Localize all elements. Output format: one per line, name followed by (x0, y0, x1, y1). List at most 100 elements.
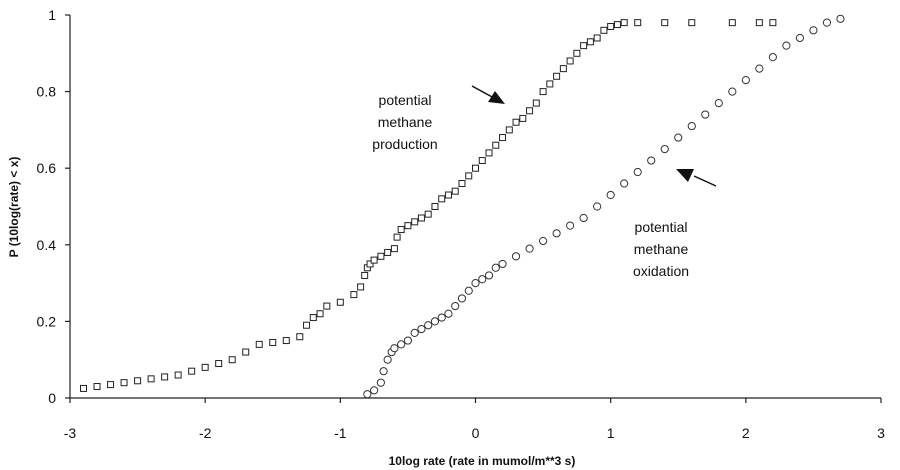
data-point-square (573, 49, 581, 57)
data-point-square (411, 218, 419, 226)
y-tick-label: 0.2 (37, 313, 57, 329)
x-tick-label: -2 (199, 425, 212, 441)
data-point-circle (593, 202, 602, 211)
data-point-circle (836, 14, 845, 23)
data-point-square (431, 203, 439, 210)
series-production (80, 19, 777, 392)
data-point-square (107, 381, 115, 389)
data-point-circle (714, 98, 723, 108)
data-point-square (336, 298, 344, 306)
data-point-square (539, 88, 547, 96)
data-point-circle (511, 252, 521, 261)
data-point-square (296, 333, 304, 341)
data-point-square (282, 337, 290, 345)
arrow-oxidation-icon (676, 169, 717, 187)
data-point-square (613, 21, 621, 29)
data-point-circle (464, 286, 473, 295)
data-point-square (323, 302, 331, 310)
x-tick-label: 0 (472, 425, 480, 441)
y-tick-label: 0.8 (37, 84, 57, 100)
data-point-circle (741, 76, 750, 85)
data-point-square (188, 367, 196, 375)
data-point-circle (383, 355, 392, 364)
data-point-circle (660, 144, 669, 154)
data-point-square (397, 225, 405, 233)
annotation-production-line-1: potential (379, 92, 432, 108)
series-oxidation (363, 14, 845, 399)
data-point-square (404, 222, 412, 230)
data-point-circle (491, 263, 500, 272)
data-point-circle (633, 167, 642, 177)
x-tick-label: -1 (334, 425, 347, 441)
data-point-square (134, 377, 142, 385)
y-tick-label: 1 (48, 7, 56, 23)
y-tick-label: 0.6 (37, 160, 57, 176)
data-point-square (661, 19, 669, 27)
data-point-square (755, 19, 763, 27)
data-point-circle (397, 340, 406, 349)
data-point-circle (674, 133, 683, 142)
data-point-square (201, 363, 209, 371)
data-point-square (492, 141, 500, 149)
data-point-square (607, 22, 615, 30)
annotation-production-line-3: production (372, 136, 437, 152)
data-point-square (120, 379, 128, 387)
data-point-circle (376, 378, 385, 387)
data-point-square (512, 118, 520, 126)
y-tick-label: 0.4 (37, 237, 57, 253)
data-point-circle (579, 213, 588, 223)
data-point-circle (809, 26, 818, 35)
x-tick-label: -3 (64, 425, 77, 441)
series-layer (80, 14, 845, 399)
x-ticks: -3 -2 -1 0 1 2 3 (64, 398, 885, 441)
data-point-circle (822, 18, 832, 27)
data-point-square (566, 57, 574, 65)
data-point-circle (444, 309, 453, 318)
data-point-circle (795, 33, 805, 43)
data-point-square (377, 252, 385, 260)
data-point-square (458, 180, 466, 188)
data-point-square (465, 172, 473, 180)
data-point-square (174, 371, 182, 379)
data-point-square (728, 19, 736, 27)
data-point-square (499, 134, 507, 142)
data-point-square (417, 214, 425, 222)
data-point-square (444, 191, 452, 199)
data-point-square (215, 360, 223, 368)
data-point-circle (451, 301, 460, 311)
data-point-square (350, 291, 358, 299)
data-point-square (519, 114, 527, 122)
data-point-circle (471, 279, 480, 288)
data-point-circle (410, 328, 419, 337)
data-point-circle (379, 367, 388, 376)
data-point-square (361, 271, 369, 279)
data-point-circle (457, 294, 467, 303)
data-point-square (357, 283, 365, 291)
annotation-oxidation: potential methane oxidation (633, 169, 717, 279)
data-point-circle (538, 236, 548, 246)
data-point-circle (552, 229, 561, 238)
data-point-square (553, 72, 561, 80)
data-point-square (769, 19, 777, 27)
data-point-circle (728, 87, 737, 96)
data-point-square (451, 187, 459, 195)
data-point-square (390, 245, 398, 253)
data-point-square (478, 157, 486, 165)
data-point-square (255, 340, 263, 348)
data-point-circle (430, 317, 440, 326)
data-point-square (393, 233, 401, 241)
data-point-circle (701, 110, 710, 119)
data-point-square (634, 19, 642, 27)
data-point-square (593, 34, 601, 42)
data-point-square (526, 107, 534, 115)
annotation-production: potential methane production (372, 85, 505, 152)
data-point-square (532, 99, 540, 107)
annotation-production-line-2: methane (378, 114, 433, 130)
data-point-square (161, 373, 169, 381)
annotation-oxidation-line-2: methane (634, 241, 689, 257)
arrow-production-icon (471, 85, 505, 104)
x-tick-label: 3 (877, 425, 885, 441)
data-point-circle (498, 259, 507, 269)
data-point-circle (417, 324, 426, 334)
